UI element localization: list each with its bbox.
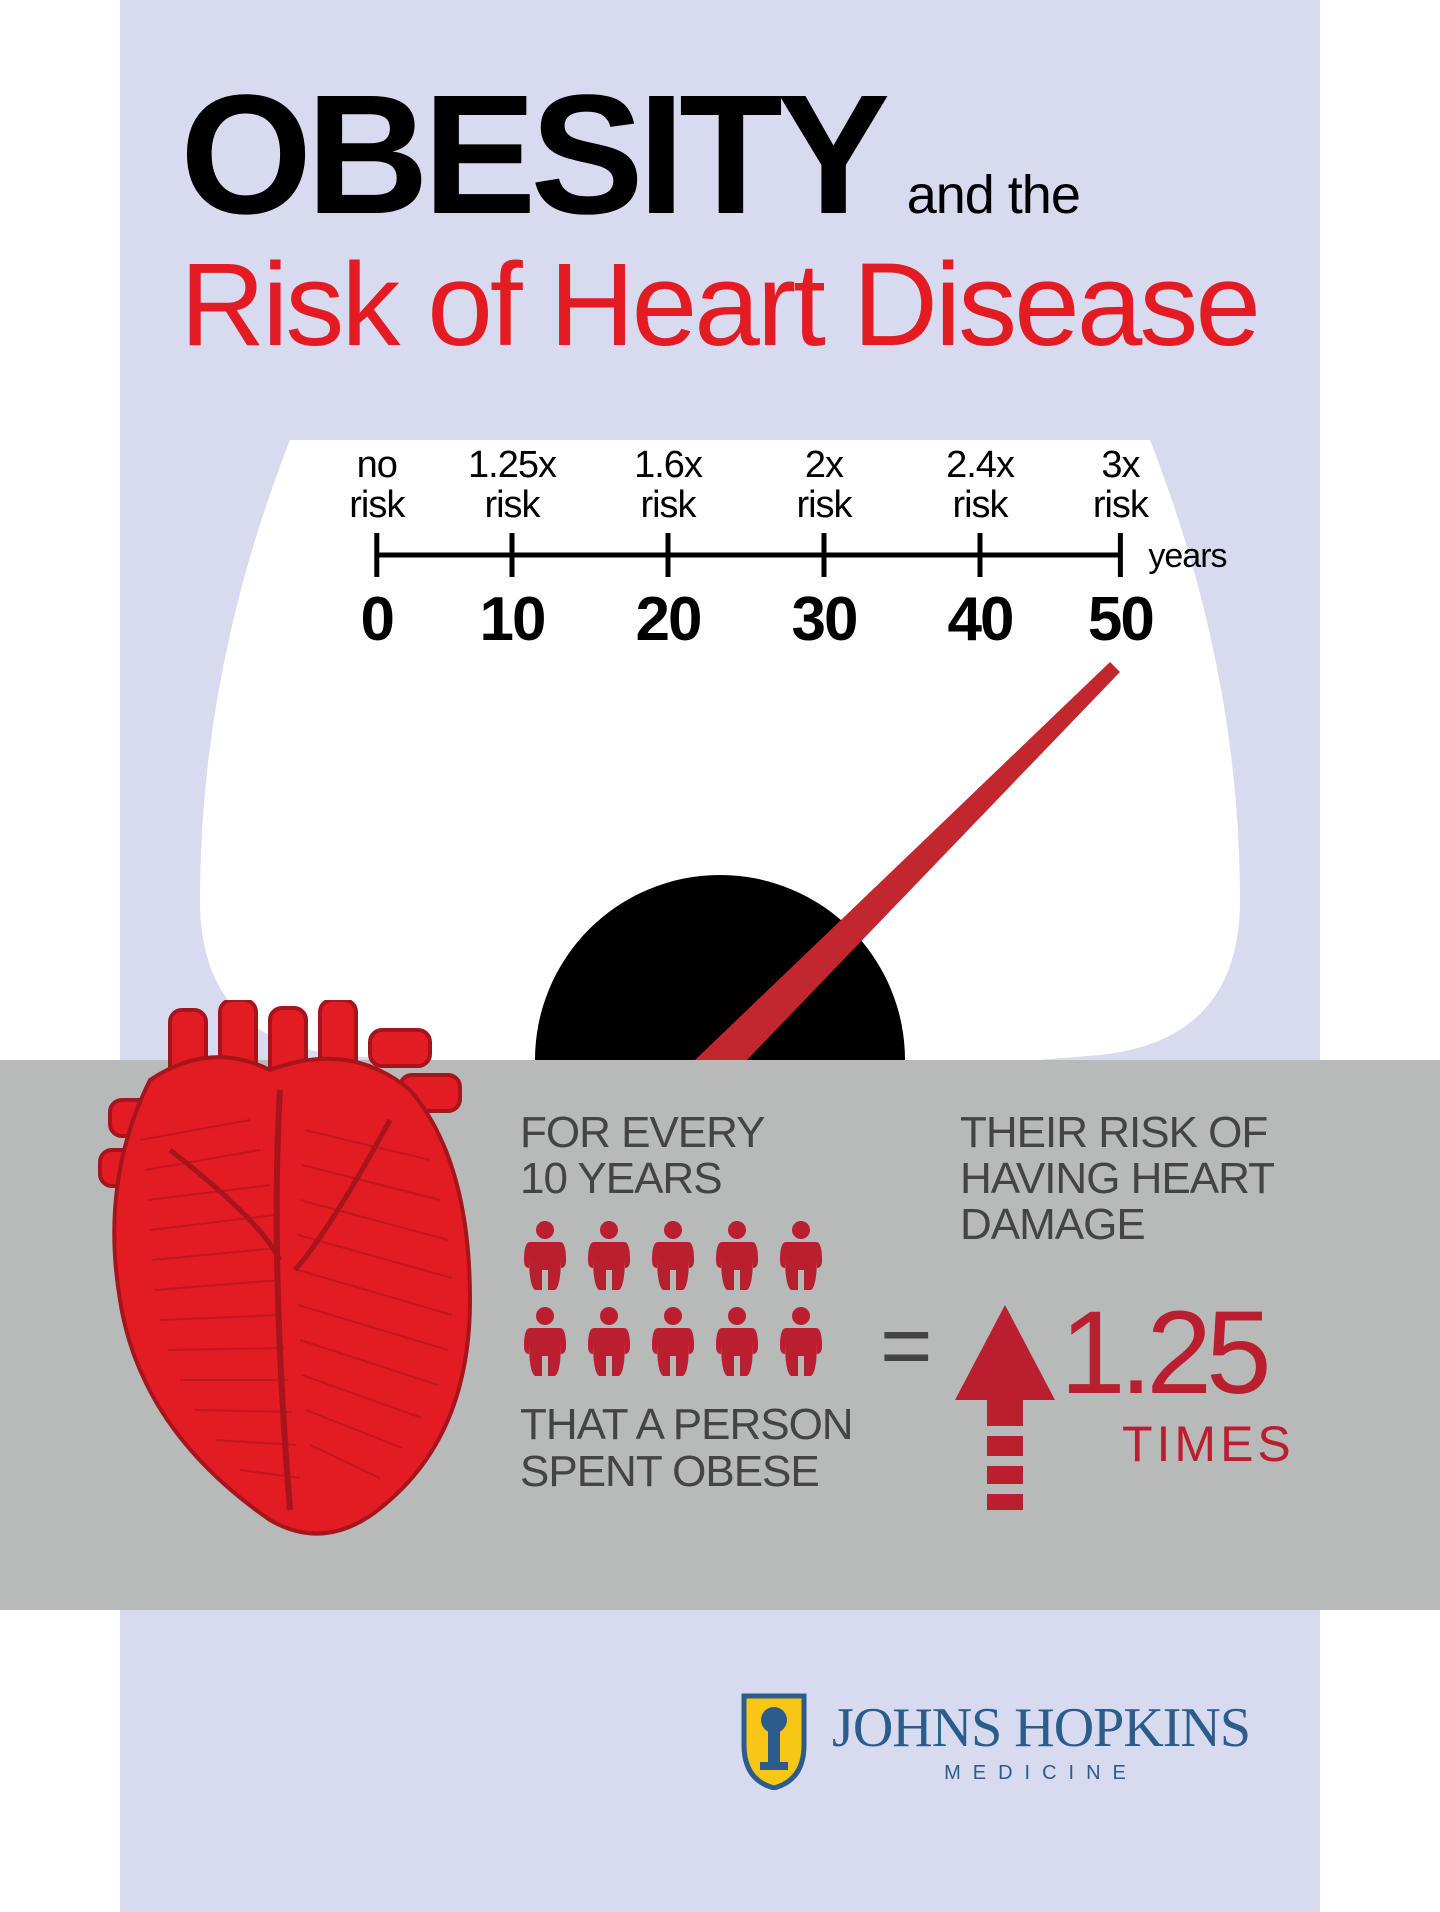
- stat-top-text: FOR EVERY 10 YEARS: [520, 1110, 870, 1202]
- stat-right-line2: HAVING HEART: [960, 1154, 1274, 1203]
- stat-top-line2: 10 YEARS: [520, 1154, 722, 1203]
- person-icon: [584, 1220, 642, 1298]
- person-icon: [584, 1306, 642, 1384]
- person-icon: [776, 1220, 834, 1298]
- title-risk-line: Risk of Heart Disease: [180, 244, 1260, 368]
- stat-mid-column: FOR EVERY 10 YEARS: [520, 1110, 870, 1495]
- title-and-the: and the: [907, 164, 1080, 226]
- gauge-tick-value: 10: [452, 584, 572, 655]
- footer-org-sub: MEDICINE: [944, 1762, 1138, 1785]
- person-icon: [648, 1306, 706, 1384]
- gauge-tick-value: 20: [608, 584, 728, 655]
- gauge: norisk 01.25xrisk 10 1.6xrisk 20 2xrisk 30 2.4x…: [200, 440, 1240, 1060]
- stat-bottom-line2: SPENT OBESE: [520, 1447, 819, 1496]
- heart-icon: [70, 1000, 500, 1560]
- up-arrow-icon: [955, 1305, 1055, 1525]
- title-block: OBESITY and the Risk of Heart Disease: [180, 70, 1260, 368]
- stat-bottom-line1: THAT A PERSON: [520, 1400, 853, 1449]
- infographic-panel: OBESITY and the Risk of Heart Disease no…: [120, 0, 1320, 1912]
- person-icon: [520, 1220, 578, 1298]
- stat-band: FOR EVERY 10 YEARS: [0, 1060, 1440, 1610]
- johns-hopkins-shield-icon: [734, 1690, 814, 1790]
- gauge-tick-value: 40: [920, 584, 1040, 655]
- stat-right-line3: DAMAGE: [960, 1200, 1145, 1249]
- equals-sign: =: [880, 1295, 933, 1398]
- gauge-tick: 1.25xrisk 10: [452, 446, 572, 655]
- stat-bottom-text: THAT A PERSON SPENT OBESE: [520, 1402, 870, 1494]
- gauge-risk-label: 3xrisk: [1060, 446, 1180, 526]
- stat-right-line1: THEIR RISK OF: [960, 1108, 1267, 1157]
- stat-right-column: THEIR RISK OF HAVING HEART DAMAGE: [960, 1110, 1300, 1249]
- gauge-risk-label: 1.25xrisk: [452, 446, 572, 526]
- person-icon: [712, 1306, 770, 1384]
- gauge-risk-label: 1.6xrisk: [608, 446, 728, 526]
- people-icon-grid: [520, 1220, 870, 1384]
- gauge-tick: 1.6xrisk 20: [608, 446, 728, 655]
- gauge-tick-value: 0: [317, 584, 437, 655]
- gauge-risk-label: norisk: [317, 446, 437, 526]
- gauge-tick-value: 50: [1060, 584, 1180, 655]
- gauge-axis-label: years: [1148, 537, 1226, 576]
- person-icon: [712, 1220, 770, 1298]
- person-icon: [520, 1306, 578, 1384]
- stat-right-text: THEIR RISK OF HAVING HEART DAMAGE: [960, 1110, 1300, 1249]
- person-icon: [648, 1220, 706, 1298]
- stat-times-label: TIMES: [1122, 1415, 1295, 1473]
- gauge-tick: 2.4xrisk 40: [920, 446, 1040, 655]
- gauge-scale-labels: norisk 01.25xrisk 10 1.6xrisk 20 2xrisk 30 2.4x…: [200, 446, 1240, 666]
- footer-org-name: JOHNS HOPKINS: [832, 1696, 1250, 1760]
- footer-text: JOHNS HOPKINS MEDICINE: [832, 1696, 1250, 1785]
- gauge-tick: 2xrisk 30: [764, 446, 884, 655]
- gauge-tick: norisk 0: [317, 446, 437, 655]
- stat-number: 1.25: [1060, 1300, 1266, 1406]
- person-icon: [776, 1306, 834, 1384]
- footer-logo: JOHNS HOPKINS MEDICINE: [734, 1690, 1250, 1790]
- gauge-risk-label: 2.4xrisk: [920, 446, 1040, 526]
- title-obesity: OBESITY: [180, 70, 884, 240]
- stat-band-inner: FOR EVERY 10 YEARS: [120, 1060, 1320, 1610]
- gauge-risk-label: 2xrisk: [764, 446, 884, 526]
- gauge-tick-value: 30: [764, 584, 884, 655]
- stat-top-line1: FOR EVERY: [520, 1108, 764, 1157]
